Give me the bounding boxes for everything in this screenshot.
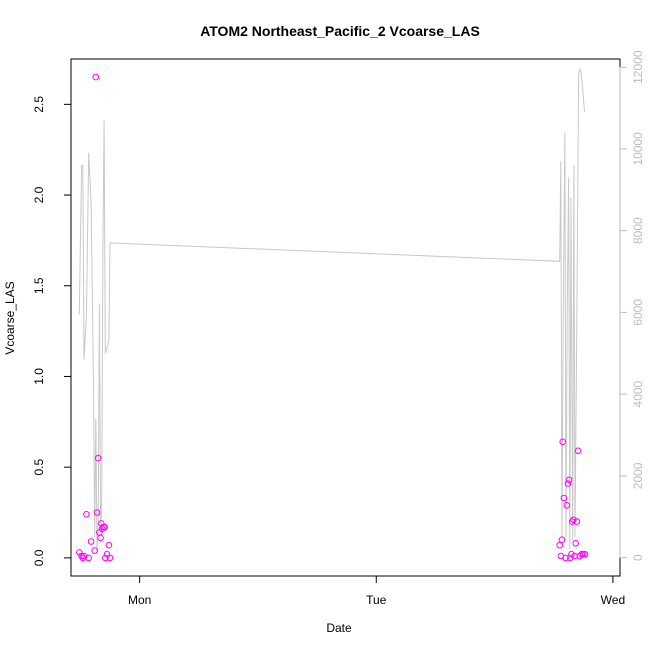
y-tick-label-left: 1.0 — [32, 368, 46, 385]
y-tick-label-right: 2000 — [631, 462, 645, 489]
y-tick-label-left: 2.0 — [32, 186, 46, 203]
plot-frame — [70, 58, 621, 577]
data-point — [562, 554, 569, 562]
y-tick-label-left: 1.5 — [32, 277, 46, 294]
data-point — [563, 502, 571, 509]
data-point — [564, 480, 572, 487]
line-series-path — [78, 67, 585, 552]
y-tick-label-right: 0 — [631, 554, 645, 561]
data-point — [85, 554, 92, 562]
data-point — [573, 518, 581, 525]
scatter-series — [76, 73, 589, 562]
data-point — [87, 538, 95, 545]
y-axis-label: Vcoarse_LAS — [3, 281, 17, 354]
data-point — [567, 554, 574, 562]
x-tick-label: Wed — [601, 593, 625, 607]
data-point — [572, 540, 580, 547]
data-point — [97, 534, 104, 542]
y-tick-label-left: 2.5 — [32, 96, 46, 113]
y-tick-label-right: 6000 — [631, 299, 645, 326]
x-tick-label: Tue — [366, 593, 387, 607]
y-tick-label-right: 4000 — [631, 380, 645, 407]
y-axis-left: 0.0 0.5 1.0 1.5 2.0 2.5 — [32, 96, 72, 566]
x-axis: Mon Tue Wed — [128, 575, 625, 607]
y-tick-label-right: 12000 — [631, 50, 645, 84]
y-tick-label-left: 0.0 — [32, 549, 46, 566]
data-point — [565, 476, 573, 484]
data-point — [101, 523, 108, 531]
data-point — [83, 511, 90, 518]
data-point — [556, 541, 564, 549]
x-tick-label: Mon — [128, 593, 151, 607]
data-point — [559, 438, 567, 446]
data-point — [102, 554, 109, 562]
data-point — [92, 73, 100, 81]
y-axis-right: 0 2000 4000 6000 8000 10000 12000 — [619, 50, 645, 561]
data-point — [105, 541, 113, 549]
data-point — [581, 550, 589, 558]
data-point — [568, 518, 576, 525]
line-series — [78, 67, 585, 552]
data-point — [558, 536, 566, 544]
data-point — [94, 454, 102, 462]
data-point — [570, 516, 577, 524]
x-axis-label: Date — [326, 621, 352, 635]
data-point — [91, 547, 98, 554]
y-tick-label-right: 8000 — [631, 217, 645, 244]
data-point — [574, 447, 582, 455]
data-point — [560, 494, 568, 502]
y-tick-label-left: 0.5 — [32, 458, 46, 475]
chart-title: ATOM2 Northeast_Pacific_2 Vcoarse_LAS — [200, 23, 480, 39]
y-tick-label-right: 10000 — [631, 132, 645, 166]
data-point — [106, 554, 114, 562]
data-point — [93, 509, 101, 516]
